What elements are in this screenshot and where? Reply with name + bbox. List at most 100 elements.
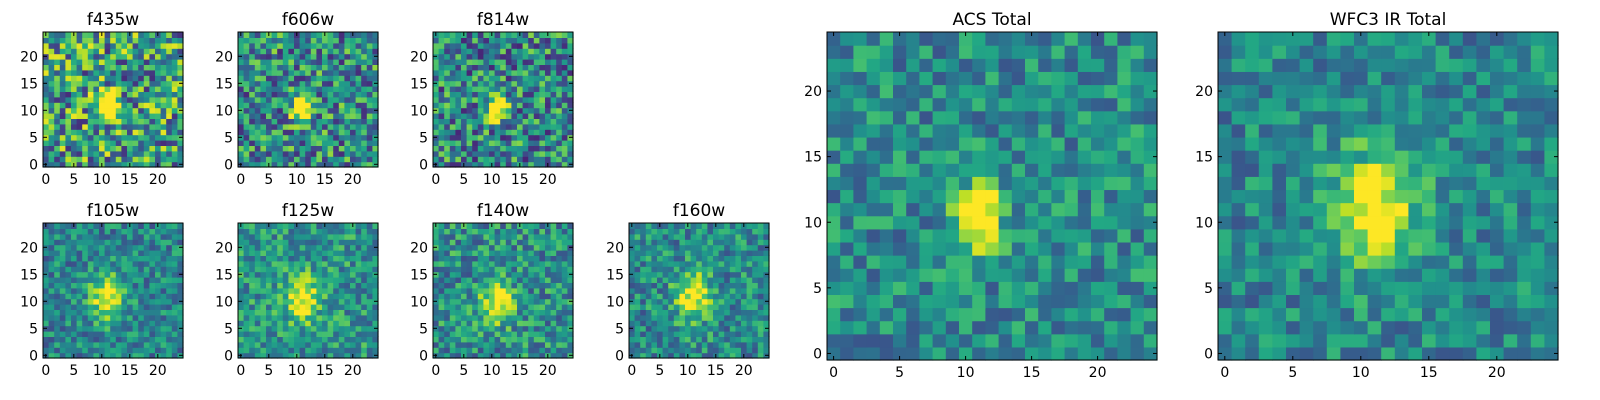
- heatmap-cell: [879, 163, 894, 177]
- heatmap-cell: [132, 123, 139, 130]
- panel-title: f125w: [282, 201, 334, 221]
- heatmap-cell: [288, 223, 295, 229]
- heatmap-cell: [121, 107, 128, 114]
- heatmap-cell: [282, 134, 289, 141]
- heatmap-cell: [500, 293, 507, 300]
- heatmap-cell: [350, 48, 357, 55]
- heatmap-cell: [121, 86, 128, 92]
- heatmap-cell: [533, 96, 540, 103]
- heatmap-cell: [155, 250, 162, 256]
- heatmap-cell: [254, 140, 261, 146]
- heatmap-cell: [455, 250, 462, 256]
- heatmap-cell: [528, 32, 535, 38]
- heatmap-cell: [561, 304, 568, 310]
- heatmap-cell: [522, 53, 529, 60]
- heatmap-cell: [522, 336, 529, 343]
- heatmap-cell: [155, 282, 162, 289]
- heatmap-cell: [93, 156, 100, 163]
- heatmap-cell: [282, 32, 289, 38]
- heatmap-cell: [533, 282, 540, 289]
- heatmap-cell: [322, 250, 329, 256]
- heatmap-cell: [945, 241, 960, 256]
- heatmap-cell: [282, 304, 289, 310]
- heatmap-cell: [254, 91, 261, 98]
- heatmap-cell: [127, 102, 134, 109]
- heatmap-cell: [305, 59, 312, 65]
- heatmap-cell: [115, 80, 122, 87]
- heatmap-cell: [355, 48, 362, 55]
- heatmap-cell: [932, 294, 947, 309]
- heatmap-cell: [127, 134, 134, 141]
- heatmap-cell: [155, 118, 162, 125]
- heatmap-cell: [294, 298, 301, 305]
- heatmap-cell: [696, 233, 703, 240]
- heatmap-cell: [866, 189, 881, 204]
- heatmap-cell: [121, 255, 128, 262]
- heatmap-cell: [59, 140, 66, 146]
- heatmap-cell: [461, 266, 468, 273]
- heatmap-cell: [545, 314, 552, 321]
- heatmap-cell: [361, 239, 368, 246]
- heatmap-cell: [127, 271, 134, 278]
- heatmap-cell: [372, 304, 379, 310]
- heatmap-cell: [640, 255, 647, 262]
- heatmap-cell: [87, 96, 94, 103]
- heatmap-cell: [243, 336, 250, 343]
- heatmap-cell: [59, 53, 66, 60]
- heatmap-cell: [305, 113, 312, 119]
- heatmap-cell: [556, 150, 563, 157]
- heatmap-cell: [299, 309, 306, 316]
- heatmap-cell: [115, 239, 122, 246]
- heatmap-cell: [528, 293, 535, 300]
- heatmap-cell: [483, 228, 490, 235]
- heatmap-cell: [1011, 163, 1026, 177]
- heatmap-cell: [322, 282, 329, 289]
- heatmap-cell: [277, 113, 284, 119]
- heatmap-cell: [254, 53, 261, 60]
- heatmap-cell: [1011, 189, 1026, 204]
- heatmap-cell: [685, 309, 692, 316]
- heatmap-cell: [149, 91, 156, 98]
- heatmap-cell: [919, 202, 934, 217]
- heatmap-cell: [288, 233, 295, 240]
- heatmap-cell: [645, 271, 652, 278]
- heatmap-cell: [166, 250, 173, 256]
- heatmap-cell: [477, 42, 484, 49]
- heatmap-cell: [177, 239, 184, 246]
- heatmap-cell: [82, 86, 89, 92]
- heatmap-cell: [561, 156, 568, 163]
- heatmap-cell: [763, 260, 770, 267]
- heatmap-cell: [82, 304, 89, 310]
- heatmap-cell: [472, 320, 479, 327]
- heatmap-cell: [522, 75, 529, 82]
- heatmap-cell: [361, 314, 368, 321]
- heatmap-cell: [489, 255, 496, 262]
- heatmap-cell: [271, 156, 278, 163]
- heatmap-cell: [305, 161, 312, 168]
- heatmap-cell: [455, 287, 462, 294]
- heatmap-cell: [171, 314, 178, 321]
- heatmap-cell: [533, 244, 540, 251]
- heatmap-cell: [533, 123, 540, 130]
- heatmap-cell: [466, 233, 473, 240]
- heatmap-cell: [243, 102, 250, 109]
- heatmap-cell: [477, 341, 484, 348]
- heatmap-cell: [149, 320, 156, 327]
- heatmap-cell: [93, 244, 100, 251]
- heatmap-cell: [539, 282, 546, 289]
- heatmap-cell: [333, 287, 340, 294]
- heatmap-cell: [466, 271, 473, 278]
- heatmap-cell: [696, 228, 703, 235]
- heatmap-cell: [455, 91, 462, 98]
- y-tick-label: 5: [419, 321, 428, 337]
- heatmap-cell: [76, 271, 83, 278]
- heatmap-cell: [322, 102, 329, 109]
- heatmap-cell: [511, 118, 518, 125]
- heatmap-cell: [545, 80, 552, 87]
- heatmap-cell: [59, 320, 66, 327]
- heatmap-cell: [366, 347, 373, 354]
- heatmap-cell: [466, 298, 473, 305]
- heatmap-cell: [177, 336, 184, 343]
- heatmap-cell: [277, 255, 284, 262]
- heatmap-cell: [746, 239, 753, 246]
